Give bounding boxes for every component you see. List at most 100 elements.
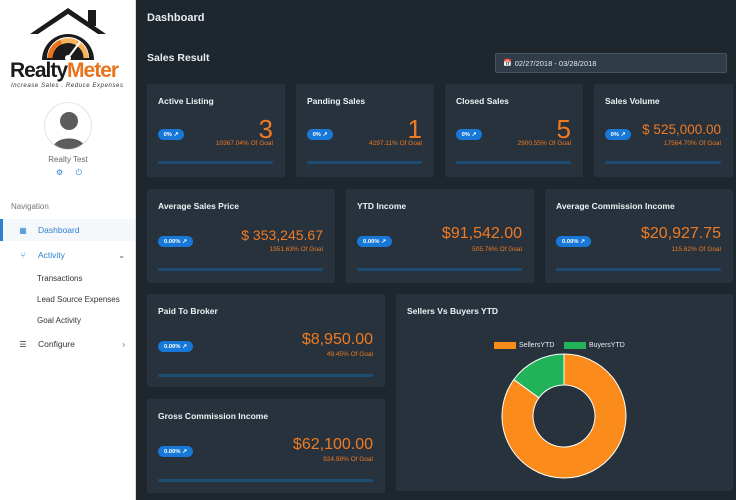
card-title: Closed Sales — [456, 96, 509, 106]
date-range-value: 02/27/2018 - 03/28/2018 — [514, 58, 597, 68]
card-title: Average Sales Price — [158, 201, 239, 211]
page-title: Dashboard — [147, 12, 205, 24]
card-value: $20,927.75 — [640, 225, 721, 242]
legend-label: BuyersYTD — [589, 342, 625, 349]
donut-chart — [501, 353, 627, 479]
sidebar-subitem-goal-activity[interactable]: Goal Activity — [37, 316, 82, 325]
card-goal: 924.98% Of Goal — [323, 456, 373, 463]
calendar-icon: 📅 — [503, 60, 512, 67]
gear-icon[interactable]: ⚙ — [56, 168, 64, 177]
card-paid-to-broker: Paid To Broker 0.00% ↗ $8,950.00 49.45% … — [147, 294, 385, 387]
legend-item-sellers[interactable]: SellersYTD — [494, 342, 554, 349]
card-value: $91,542.00 — [441, 225, 522, 242]
sidebar-item-configure[interactable]: ☰ Configure › — [0, 333, 135, 355]
badge-text: 0% — [461, 131, 470, 138]
progress-bar — [158, 479, 373, 482]
sidebar-item-activity[interactable]: ⑂ Activity ⌄ — [0, 244, 135, 266]
trend-up-icon: ↗ — [322, 131, 328, 138]
dashboard-icon: ▦ — [19, 225, 27, 235]
list-icon: ☰ — [19, 339, 27, 349]
card-value: $62,100.00 — [292, 436, 373, 453]
card-title: Gross Commission Income — [158, 411, 269, 421]
card-goal: 1951.63% Of Goal — [269, 246, 323, 253]
brand-name: RealtyMeter — [10, 60, 128, 82]
card-goal: 10367.04% Of Goal — [215, 140, 273, 147]
change-badge: 0% ↗ — [307, 129, 333, 140]
sidebar-item-label: Dashboard — [38, 225, 80, 235]
badge-text: 0.00% — [164, 343, 181, 350]
sidebar-subitem-lead-source-expenses[interactable]: Lead Source Expenses — [37, 295, 120, 304]
card-value: $ 353,245.67 — [241, 227, 323, 243]
badge-text: 0.00% — [164, 448, 181, 455]
card-goal: 4297.11% Of Goal — [369, 140, 422, 147]
card-goal: 49.45% Of Goal — [326, 351, 373, 358]
card-average-sales-price: Average Sales Price 0.00% ↗ $ 353,245.67… — [147, 189, 335, 283]
section-title: Sales Result — [147, 52, 210, 64]
sidebar: RealtyMeter Increase Sales . Reduce Expe… — [0, 0, 136, 500]
badge-text: 0% — [163, 131, 172, 138]
card-goal: 17564.70% Of Goal — [663, 140, 721, 147]
legend-item-buyers[interactable]: BuyersYTD — [564, 342, 625, 349]
donut-slice-buyersytd[interactable] — [513, 353, 565, 399]
change-badge: 0% ↗ — [158, 129, 184, 140]
badge-text: 0% — [312, 131, 321, 138]
progress-bar — [307, 161, 422, 164]
sidebar-item-dashboard[interactable]: ▦ Dashboard — [0, 219, 135, 241]
card-title: Average Commission Income — [556, 201, 675, 211]
legend-swatch — [494, 342, 516, 349]
main-content: Dashboard Sales Result 📅 02/27/2018 - 03… — [137, 0, 736, 500]
badge-text: 0.00% — [363, 238, 380, 245]
progress-bar — [357, 268, 522, 271]
brand-logo[interactable]: RealtyMeter Increase Sales . Reduce Expe… — [10, 4, 128, 94]
legend-label: SellersYTD — [519, 342, 555, 349]
nav-section-title: Navigation — [11, 202, 49, 211]
card-active-listing: Active Listing 0% ↗ 3 10367.04% Of Goal — [147, 84, 285, 177]
change-badge: 0% ↗ — [605, 129, 631, 140]
card-title: Sales Volume — [605, 96, 660, 106]
change-badge: 0.00% ↗ — [556, 236, 591, 247]
sidebar-item-label: Configure — [38, 339, 75, 349]
activity-icon: ⑂ — [20, 250, 26, 260]
user-actions: ⚙ ⏻ — [56, 168, 82, 178]
legend-swatch — [564, 342, 586, 349]
card-value: 1 — [407, 114, 422, 144]
card-sellers-vs-buyers: Sellers Vs Buyers YTD SellersYTD BuyersY… — [396, 294, 733, 491]
card-goal: 115.62% Of Goal — [671, 246, 721, 253]
date-range-picker[interactable]: 📅 02/27/2018 - 03/28/2018 — [495, 53, 727, 73]
change-badge: 0.00% ↗ — [357, 236, 392, 247]
user-silhouette-icon — [53, 112, 85, 149]
card-value: $ 525,000.00 — [642, 122, 721, 137]
card-pending-sales: Panding Sales 0% ↗ 1 4297.11% Of Goal — [296, 84, 434, 177]
card-value: 5 — [556, 114, 571, 144]
trend-up-icon: ↗ — [620, 131, 626, 138]
card-title: YTD Income — [357, 201, 407, 211]
trend-up-icon: ↗ — [580, 238, 585, 245]
donut-slice-sellersytd[interactable] — [501, 353, 627, 479]
card-value: 3 — [258, 114, 273, 144]
house-logo-icon — [30, 8, 106, 61]
trend-up-icon: ↗ — [381, 238, 386, 245]
change-badge: 0.00% ↗ — [158, 341, 193, 352]
chevron-right-icon: › — [122, 339, 125, 349]
badge-text: 0.00% — [164, 238, 181, 245]
card-value: $8,950.00 — [301, 331, 373, 348]
card-closed-sales: Closed Sales 0% ↗ 5 2900.55% Of Goal — [445, 84, 583, 177]
brand-tagline: Increase Sales . Reduce Expenses — [11, 83, 124, 89]
badge-text: 0% — [610, 131, 619, 138]
progress-bar — [158, 268, 323, 271]
badge-text: 0.00% — [562, 238, 579, 245]
sidebar-subitem-transactions[interactable]: Transactions — [37, 274, 83, 283]
progress-bar — [456, 161, 571, 164]
chevron-down-icon: ⌄ — [118, 250, 125, 260]
trend-up-icon: ↗ — [471, 131, 477, 138]
trend-up-icon: ↗ — [182, 448, 187, 455]
card-title: Paid To Broker — [158, 306, 218, 316]
card-goal: 2900.55% Of Goal — [517, 140, 571, 147]
card-ytd-income: YTD Income 0.00% ↗ $91,542.00 505.76% Of… — [346, 189, 534, 283]
change-badge: 0.00% ↗ — [158, 236, 193, 247]
card-sales-volume: Sales Volume 0% ↗ $ 525,000.00 17564.70%… — [594, 84, 733, 177]
progress-bar — [158, 374, 373, 377]
sidebar-item-label: Activity — [38, 250, 65, 260]
avatar[interactable] — [44, 102, 92, 150]
power-icon[interactable]: ⏻ — [75, 168, 82, 177]
